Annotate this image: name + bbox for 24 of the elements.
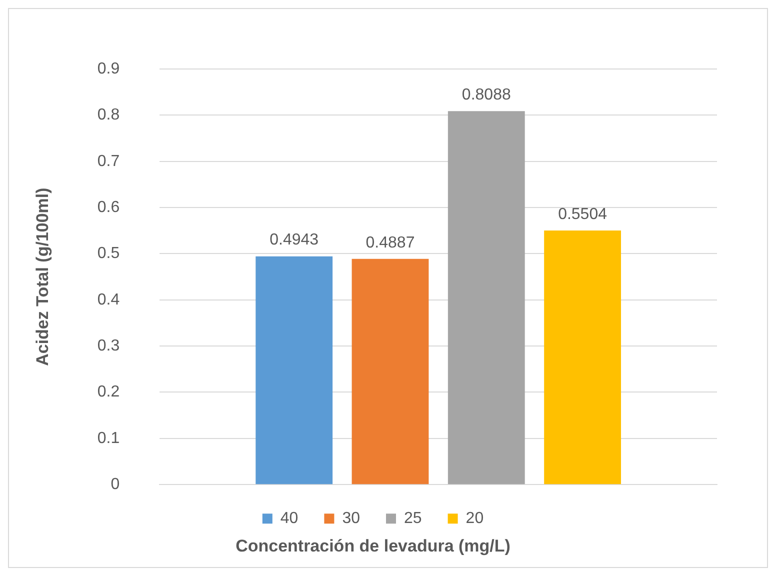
data-label: 0.4887 [366,234,415,252]
y-tick-label: 0.4 [97,291,120,308]
y-axis-title: Acidez Total (g/100ml) [32,188,52,366]
legend-label: 25 [404,510,422,528]
bar [448,111,525,484]
bar [352,258,429,484]
y-tick-label: 0.8 [97,106,120,124]
y-tick-label: 0.9 [97,60,120,78]
legend-label: 40 [280,510,298,528]
y-tick-label: 0.3 [97,337,120,354]
data-label: 0.4943 [270,232,319,249]
y-tick-label: 0 [110,476,120,494]
data-label: 0.8088 [462,86,511,104]
legend-label: 20 [466,510,484,528]
data-label: 0.5504 [558,206,608,223]
y-tick-label: 0.5 [97,245,120,262]
y-tick-label: 0.2 [97,384,120,401]
bar [256,256,333,484]
y-tick-label: 0.7 [97,152,120,170]
legend-label: 30 [342,510,360,528]
bar [544,230,621,484]
x-axis-title: Concentración de levadura (mg/L) [236,536,510,556]
y-tick-label: 0.1 [97,430,120,447]
y-tick-label: 0.6 [97,198,120,216]
